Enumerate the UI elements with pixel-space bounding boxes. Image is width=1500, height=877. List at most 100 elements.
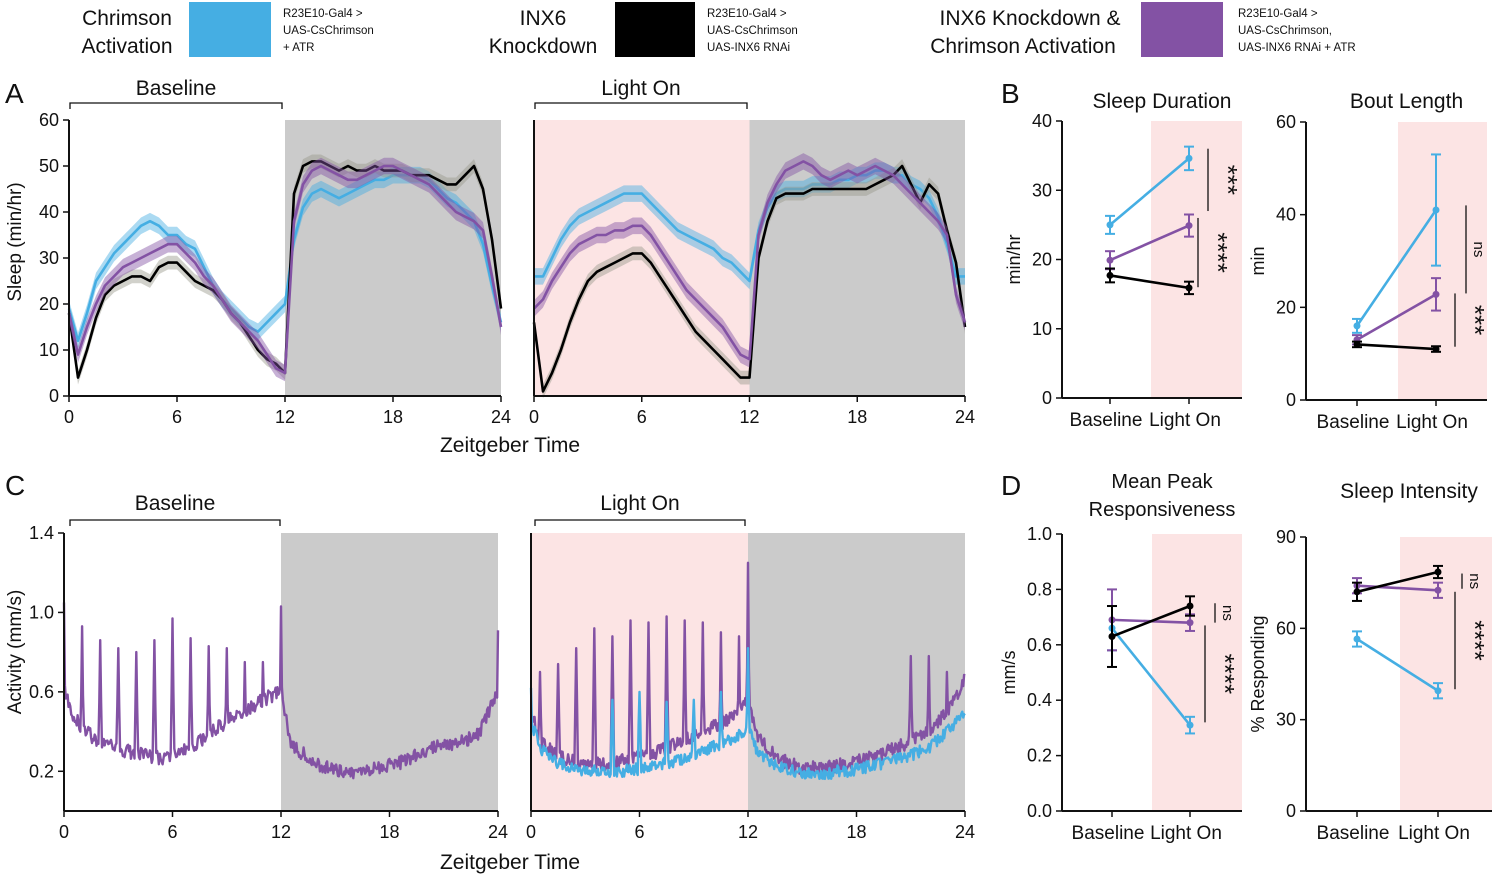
panel-c-ylabel: Activity (mm/s) xyxy=(5,590,26,715)
A-right-dark-phase-shading xyxy=(749,120,965,396)
C-left-bracket-label: Baseline xyxy=(135,492,216,515)
D-responsiveness-sig-label-0: ns xyxy=(1219,605,1236,621)
D-responsiveness-series-2-point xyxy=(1186,602,1194,610)
B-bout-series-0-point xyxy=(1353,322,1361,330)
B-duration-series-0-point xyxy=(1106,221,1114,229)
B-duration-series-1-point xyxy=(1106,256,1114,264)
A-left-y-tick-label: 20 xyxy=(39,294,59,314)
C-right-x-tick-label: 18 xyxy=(846,822,866,842)
D-intensity-ylabel: % Responding xyxy=(1248,615,1268,732)
legend-label-chrimson-line1: Chrimson xyxy=(82,7,172,30)
D-responsiveness-x-tick-label: Baseline xyxy=(1072,823,1145,844)
B-duration-title: Sleep Duration xyxy=(1093,90,1232,113)
B-bout-sig-label-0: ns xyxy=(1470,241,1487,257)
D-intensity-y-tick-label: 60 xyxy=(1276,618,1296,638)
D-intensity-series-2-line xyxy=(1356,570,1439,594)
D-intensity-y-tick-label: 90 xyxy=(1276,527,1296,547)
B-bout-series-2-line xyxy=(1356,343,1437,351)
B-duration-ylabel: min/hr xyxy=(1004,234,1024,284)
A-right-x-tick-label: 12 xyxy=(739,407,759,427)
D-intensity-sig-label-1: **** xyxy=(1460,620,1490,660)
A-right-x-tick-label: 6 xyxy=(637,407,647,427)
C-right-x-tick-label: 12 xyxy=(738,822,758,842)
C-left-x-tick-label: 24 xyxy=(488,822,508,842)
C-left-y-tick-label: 1.0 xyxy=(29,602,54,622)
legend-label-chrimson-line2: Activation xyxy=(81,35,172,58)
A-left-series-2-line xyxy=(67,164,503,375)
D-intensity-series-2-point xyxy=(1434,568,1442,576)
D-responsiveness-title-line2: Responsiveness xyxy=(1089,499,1236,521)
D-responsiveness-y-tick-label: 0.8 xyxy=(1027,579,1052,599)
D-responsiveness-y-tick-label: 0.0 xyxy=(1027,801,1052,821)
legend-swatch-inx6 xyxy=(615,2,695,57)
D-intensity-sig-label-0: ns xyxy=(1466,573,1483,589)
A-left-x-tick-label: 0 xyxy=(64,407,74,427)
xaxis-label-c: Zeitgeber Time xyxy=(440,851,580,874)
legend-genotype-inx6-line1: R23E10-Gal4 > xyxy=(707,8,787,20)
C-right-x-tick-label: 24 xyxy=(955,822,975,842)
panel-letter-a: A xyxy=(5,78,24,109)
A-left-series-1-band xyxy=(69,154,501,385)
C-left-bracket xyxy=(69,519,281,526)
legend-genotype-chrimson-line1: R23E10-Gal4 > xyxy=(283,8,363,20)
A-left-y-tick-label: 50 xyxy=(39,156,59,176)
D-responsiveness-light-on-shading xyxy=(1152,534,1242,811)
A-left-y-tick-label: 10 xyxy=(39,340,59,360)
C-left-y-tick-label: 0.6 xyxy=(29,682,54,702)
B-duration-sig-label-0: *** xyxy=(1213,165,1243,195)
D-responsiveness-series-1-point xyxy=(1186,619,1194,627)
A-left-y-tick-label: 30 xyxy=(39,248,59,268)
legend-genotype-inx6-line2: UAS-CsChrimson xyxy=(707,25,798,37)
C-left-dark-phase-shading xyxy=(281,533,498,811)
A-right-x-tick-label: 18 xyxy=(847,407,867,427)
B-duration-sig-label-1: **** xyxy=(1203,232,1233,272)
B-duration-series-2-line xyxy=(1109,274,1190,290)
legend-genotype-combo-line3: UAS-INX6 RNAi + ATR xyxy=(1238,42,1356,54)
legend-swatch-combo xyxy=(1141,2,1223,57)
C-left-series-0-line xyxy=(62,602,500,780)
C-left-x-tick-label: 0 xyxy=(59,822,69,842)
D-intensity-series-0-point xyxy=(1353,635,1361,643)
B-bout-series-0-line xyxy=(1355,209,1438,327)
B-bout-ylabel: min xyxy=(1248,246,1268,275)
C-right-series-1-line xyxy=(529,647,966,781)
B-duration-x-tick-label: Light On xyxy=(1149,410,1221,431)
B-duration-x-tick-label: Baseline xyxy=(1070,410,1143,431)
D-intensity-x-tick-label: Baseline xyxy=(1317,823,1390,844)
D-responsiveness-x-tick-label: Light On xyxy=(1150,823,1222,844)
A-left-y-tick-label: 60 xyxy=(39,110,59,130)
B-duration-light-on-shading xyxy=(1151,121,1242,398)
B-duration-y-tick-label: 0 xyxy=(1042,388,1052,408)
C-left-x-tick-label: 6 xyxy=(167,822,177,842)
C-right-x-tick-label: 0 xyxy=(526,822,536,842)
legend-genotype-combo-line2: UAS-CsChrimson, xyxy=(1238,25,1332,37)
C-left-x-tick-label: 18 xyxy=(379,822,399,842)
A-right-series-2-line xyxy=(533,160,967,361)
B-bout-light-on-shading xyxy=(1398,122,1487,400)
A-right-bracket-label: Light On xyxy=(601,77,680,100)
C-left-y-tick-label: 0.2 xyxy=(29,761,54,781)
B-bout-y-tick-label: 60 xyxy=(1276,112,1296,132)
B-duration-series-1-line xyxy=(1109,224,1190,262)
legend-label-inx6-line1: INX6 xyxy=(520,7,567,30)
D-responsiveness-series-0-line xyxy=(1110,627,1192,726)
A-left-x-tick-label: 24 xyxy=(491,407,511,427)
B-bout-y-tick-label: 20 xyxy=(1276,297,1296,317)
B-bout-title: Bout Length xyxy=(1350,90,1463,113)
legend-genotype-combo-line1: R23E10-Gal4 > xyxy=(1238,8,1318,20)
A-right-x-tick-label: 0 xyxy=(529,407,539,427)
A-right-x-tick-label: 24 xyxy=(955,407,975,427)
panel-letter-c: C xyxy=(5,470,25,501)
xaxis-label-a: Zeitgeber Time xyxy=(440,434,580,457)
B-bout-y-tick-label: 0 xyxy=(1286,390,1296,410)
C-left-y-tick-label: 1.4 xyxy=(29,523,54,543)
B-bout-sig-label-1: *** xyxy=(1460,305,1490,335)
D-intensity-x-tick-label: Light On xyxy=(1398,823,1470,844)
D-responsiveness-y-tick-label: 1.0 xyxy=(1027,524,1052,544)
D-intensity-series-0-point xyxy=(1434,687,1442,695)
D-responsiveness-series-2-point xyxy=(1108,632,1116,640)
B-duration-series-0-point xyxy=(1185,154,1193,162)
panel-letter-d: D xyxy=(1001,470,1021,501)
legend-swatch-chrimson xyxy=(189,2,271,57)
C-right-series-0-line xyxy=(530,561,966,775)
